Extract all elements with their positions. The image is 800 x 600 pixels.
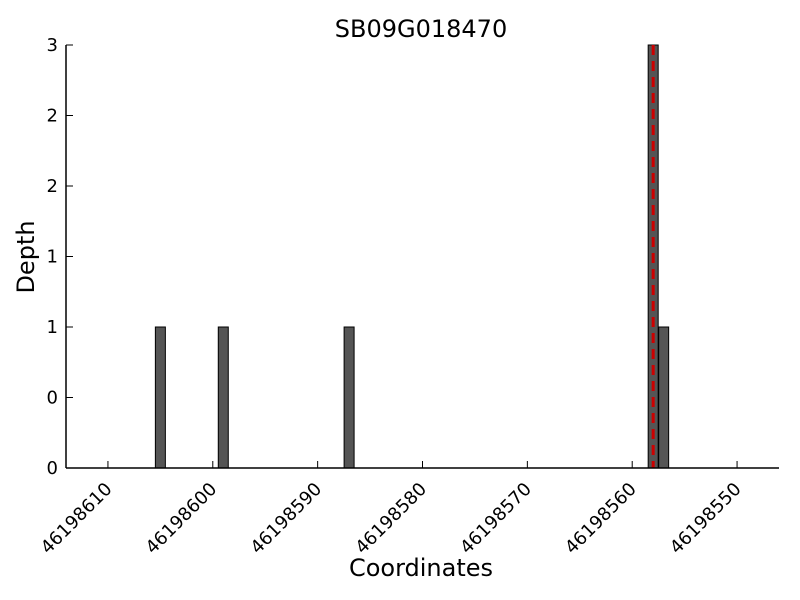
y-tick-label-3: 1 (47, 317, 58, 338)
x-tick-label-5: 46198570 (456, 479, 536, 559)
plot-area (154, 44, 670, 469)
bar-1 (154, 326, 166, 469)
y-axis-title: Depth (12, 220, 40, 293)
y-tick-label-4: 1 (47, 247, 58, 268)
x-tick-label-3: 46198590 (247, 479, 327, 559)
x-tick-label-1: 46198610 (37, 479, 117, 559)
bar-2 (217, 326, 229, 469)
chart-title: SB09G018470 (335, 15, 507, 43)
bar-3 (343, 326, 355, 469)
x-axis: 46198610 46198600 46198590 46198580 46198570… (37, 461, 779, 558)
x-axis-title: Coordinates (349, 554, 493, 582)
bar-5 (658, 326, 670, 469)
y-tick-label-7: 3 (47, 35, 58, 56)
y-tick-label-6: 2 (47, 106, 58, 127)
x-tick-label-2: 46198600 (142, 479, 222, 559)
y-axis: 0 0 1 1 2 2 3 (47, 35, 73, 479)
y-tick-label-5: 2 (47, 176, 58, 197)
x-tick-label-4: 46198580 (351, 479, 431, 559)
y-tick-label-1: 0 (47, 458, 58, 479)
x-tick-label-6: 46198560 (561, 479, 641, 559)
y-tick-label-2: 0 (47, 388, 58, 409)
x-tick-label-7: 46198550 (666, 479, 746, 559)
